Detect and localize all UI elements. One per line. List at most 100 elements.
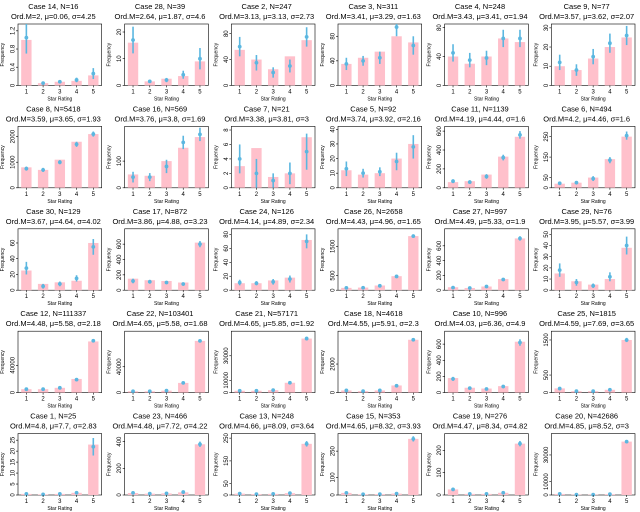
x-tick-label: 4 bbox=[395, 294, 399, 300]
y-axis-label: Frequency bbox=[107, 145, 113, 169]
panel-stats: Ord.M=3.57, μ=3.62, σ=2.07 bbox=[539, 12, 634, 21]
y-tick-label: 10 bbox=[544, 275, 550, 282]
bar bbox=[408, 438, 419, 495]
y-tick-label: 0 bbox=[11, 185, 17, 189]
x-tick-label: 4 bbox=[395, 499, 399, 505]
y-tick-label: 5 bbox=[11, 482, 17, 486]
data-point bbox=[304, 441, 309, 446]
panel-stats: Ord.M=3.38, μ=3.81, σ=3 bbox=[224, 114, 309, 123]
data-point bbox=[411, 43, 416, 48]
y-tick-label: 10 bbox=[331, 169, 337, 176]
x-axis-label: Star Rating bbox=[581, 301, 606, 307]
x-tick-label: 2 bbox=[148, 89, 152, 95]
panel-stats: Ord.M=4.8, μ=7.7, σ=2.83 bbox=[10, 422, 97, 431]
data-point bbox=[608, 492, 612, 497]
x-tick-label: 2 bbox=[361, 499, 365, 505]
y-tick-label: 25 bbox=[11, 436, 17, 443]
data-point bbox=[557, 492, 562, 496]
x-tick-label: 4 bbox=[182, 89, 186, 95]
y-axis-label: Frequency bbox=[320, 42, 326, 66]
y-tick-label: 0 bbox=[117, 83, 123, 87]
bar bbox=[301, 40, 312, 86]
x-tick-label: 4 bbox=[395, 192, 399, 198]
bar bbox=[554, 66, 565, 86]
panel-stats: Ord.M=4.14, μ=4.89, σ=2.34 bbox=[219, 217, 314, 226]
x-tick-label: 5 bbox=[518, 192, 522, 198]
data-point bbox=[91, 245, 96, 249]
x-tick-label: 2 bbox=[361, 89, 365, 95]
x-tick-label: 2 bbox=[361, 192, 365, 198]
y-axis-label: Frequency bbox=[213, 350, 219, 374]
y-tick-label: 40 bbox=[224, 258, 230, 265]
data-point bbox=[164, 491, 169, 496]
data-point bbox=[288, 491, 292, 496]
x-tick-label: 1 bbox=[238, 89, 242, 95]
data-point bbox=[451, 487, 455, 492]
bar bbox=[374, 51, 386, 86]
x-tick-label: 3 bbox=[271, 397, 275, 403]
x-tick-label: 5 bbox=[305, 499, 309, 505]
x-tick-label: 3 bbox=[58, 294, 62, 300]
x-tick-label: 3 bbox=[58, 499, 62, 505]
x-tick-label: 5 bbox=[412, 499, 416, 505]
bar bbox=[481, 56, 492, 86]
y-tick-label: 1.2 bbox=[11, 26, 17, 35]
y-tick-label: 0 bbox=[544, 288, 550, 292]
data-point bbox=[467, 58, 472, 63]
y-axis-label: Frequency bbox=[427, 350, 433, 374]
y-axis-label: Frequency bbox=[213, 247, 219, 271]
x-tick-label: 3 bbox=[378, 294, 382, 300]
x-tick-label: 4 bbox=[395, 89, 399, 95]
panel-title: Case 11, N=1139 bbox=[451, 104, 508, 113]
bar bbox=[234, 166, 245, 188]
bar bbox=[514, 341, 526, 393]
data-point bbox=[624, 338, 629, 342]
x-axis-label: Star Rating bbox=[154, 96, 179, 102]
y-tick-label: 10000 bbox=[544, 473, 550, 490]
bar bbox=[251, 283, 262, 291]
y-tick-label: 80 bbox=[224, 30, 230, 37]
x-tick-label: 3 bbox=[165, 89, 169, 95]
y-axis-label: Frequency bbox=[320, 350, 326, 374]
panel-title: Case 28, N=39 bbox=[135, 2, 185, 11]
x-tick-label: 4 bbox=[182, 397, 186, 403]
bar bbox=[554, 273, 565, 291]
x-tick-label: 3 bbox=[485, 192, 489, 198]
bar bbox=[621, 37, 632, 86]
data-point bbox=[624, 133, 629, 138]
data-point bbox=[361, 492, 365, 497]
bar bbox=[554, 183, 565, 188]
x-tick-label: 4 bbox=[502, 397, 506, 403]
y-tick-label: 0 bbox=[117, 185, 123, 189]
y-tick-label: 15 bbox=[11, 458, 17, 465]
y-tick-label: 10000 bbox=[224, 371, 230, 388]
bar bbox=[194, 137, 206, 188]
y-tick-label: 0 bbox=[544, 493, 550, 497]
y-tick-label: 0 bbox=[437, 390, 443, 394]
y-tick-label: 500 bbox=[331, 270, 337, 281]
y-axis-label: Frequency bbox=[107, 247, 113, 271]
bar bbox=[88, 75, 99, 86]
y-tick-label: 80 bbox=[437, 24, 443, 31]
panel-title: Case 30, N=129 bbox=[26, 207, 80, 216]
y-axis-label: Frequency bbox=[427, 452, 433, 476]
y-tick-label: 30000 bbox=[224, 347, 230, 364]
data-point bbox=[557, 386, 562, 391]
y-tick-label: 40 bbox=[331, 57, 337, 64]
x-tick-label: 3 bbox=[485, 89, 489, 95]
data-point bbox=[57, 79, 62, 84]
data-point bbox=[181, 490, 186, 494]
data-point bbox=[557, 268, 562, 273]
bar bbox=[178, 282, 189, 291]
x-tick-label: 1 bbox=[558, 499, 562, 505]
